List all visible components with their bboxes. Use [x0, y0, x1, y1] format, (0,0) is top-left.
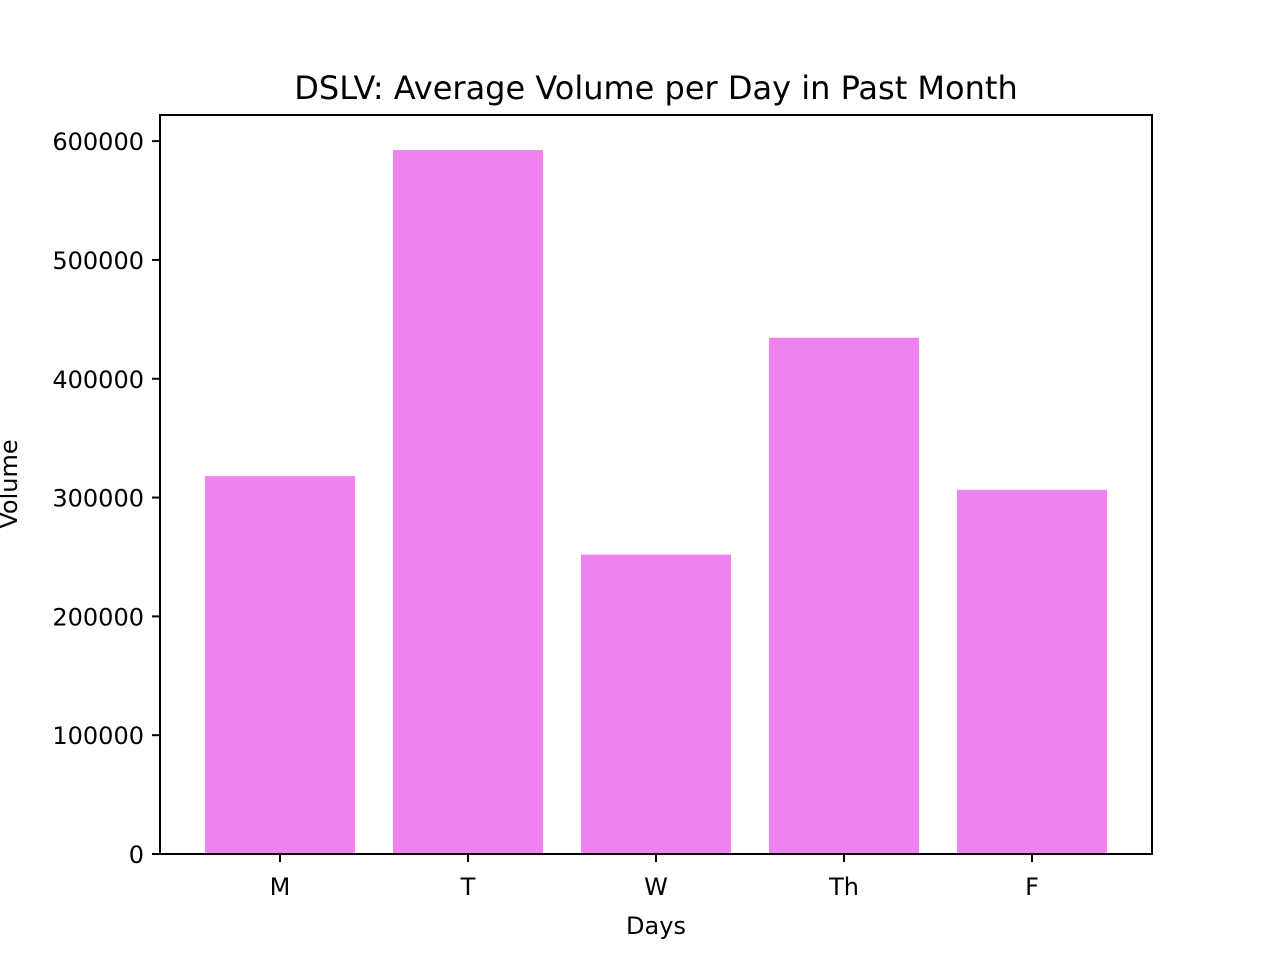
y-axis-label: Volume: [0, 439, 23, 528]
x-axis-label: Days: [626, 912, 686, 940]
y-axis-ticks: 0 100000 200000 300000 400000 500000 600000: [52, 128, 160, 869]
y-tick-label: 600000: [52, 128, 144, 156]
plot-frame: [159, 114, 1153, 855]
x-tick-label: Th: [828, 873, 859, 901]
x-tick-label: W: [644, 873, 668, 901]
bar-t: [393, 150, 543, 854]
bar-m: [205, 476, 355, 854]
y-tick-label: 100000: [52, 722, 144, 750]
x-tick-label: T: [460, 873, 476, 901]
x-tick-label: M: [270, 873, 291, 901]
bar-f: [957, 489, 1107, 854]
chart-title: DSLV: Average Volume per Day in Past Mon…: [294, 69, 1017, 107]
x-tick-label: F: [1025, 873, 1039, 901]
y-tick-label: 200000: [52, 603, 144, 631]
bar-w: [581, 554, 731, 854]
x-axis-ticks: M T W Th F: [270, 854, 1039, 901]
y-tick-label: 500000: [52, 247, 144, 275]
y-tick-label: 0: [129, 841, 144, 869]
bars-group: [205, 150, 1107, 854]
y-tick-label: 300000: [52, 485, 144, 513]
bar-th: [769, 337, 919, 854]
y-tick-label: 400000: [52, 366, 144, 394]
